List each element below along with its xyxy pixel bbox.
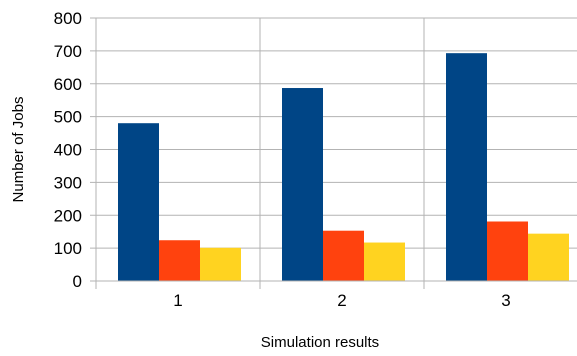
- y-tick-label: 500: [54, 108, 82, 127]
- y-tick-label: 600: [54, 75, 82, 94]
- y-tick-label: 800: [54, 9, 82, 28]
- x-axis-title: Simulation results: [261, 334, 379, 351]
- bar: [364, 242, 405, 281]
- x-tick-labels: 1 2 3: [173, 291, 510, 310]
- y-tick-label: 700: [54, 42, 82, 61]
- grid-lines: [96, 17, 577, 289]
- bar: [446, 53, 487, 281]
- bar: [528, 233, 569, 281]
- y-axis-title: Number of Jobs: [10, 97, 27, 203]
- y-tick-label: 300: [54, 173, 82, 192]
- bar: [487, 221, 528, 281]
- y-tick-label: 100: [54, 239, 82, 258]
- x-tick-label: 1: [173, 291, 182, 310]
- x-tick-label: 3: [501, 291, 510, 310]
- x-tick-label: 2: [337, 291, 346, 310]
- y-tick-label: 0: [73, 272, 82, 291]
- bar: [159, 240, 200, 281]
- bars: [118, 53, 569, 282]
- bar: [323, 230, 364, 281]
- bar: [282, 88, 323, 282]
- bar: [200, 247, 241, 281]
- axes: [90, 17, 577, 289]
- y-tick-labels: 0 100 200 300 400 500 600 700 800: [54, 9, 82, 291]
- bar: [118, 123, 159, 281]
- y-tick-label: 400: [54, 141, 82, 160]
- y-tick-label: 200: [54, 206, 82, 225]
